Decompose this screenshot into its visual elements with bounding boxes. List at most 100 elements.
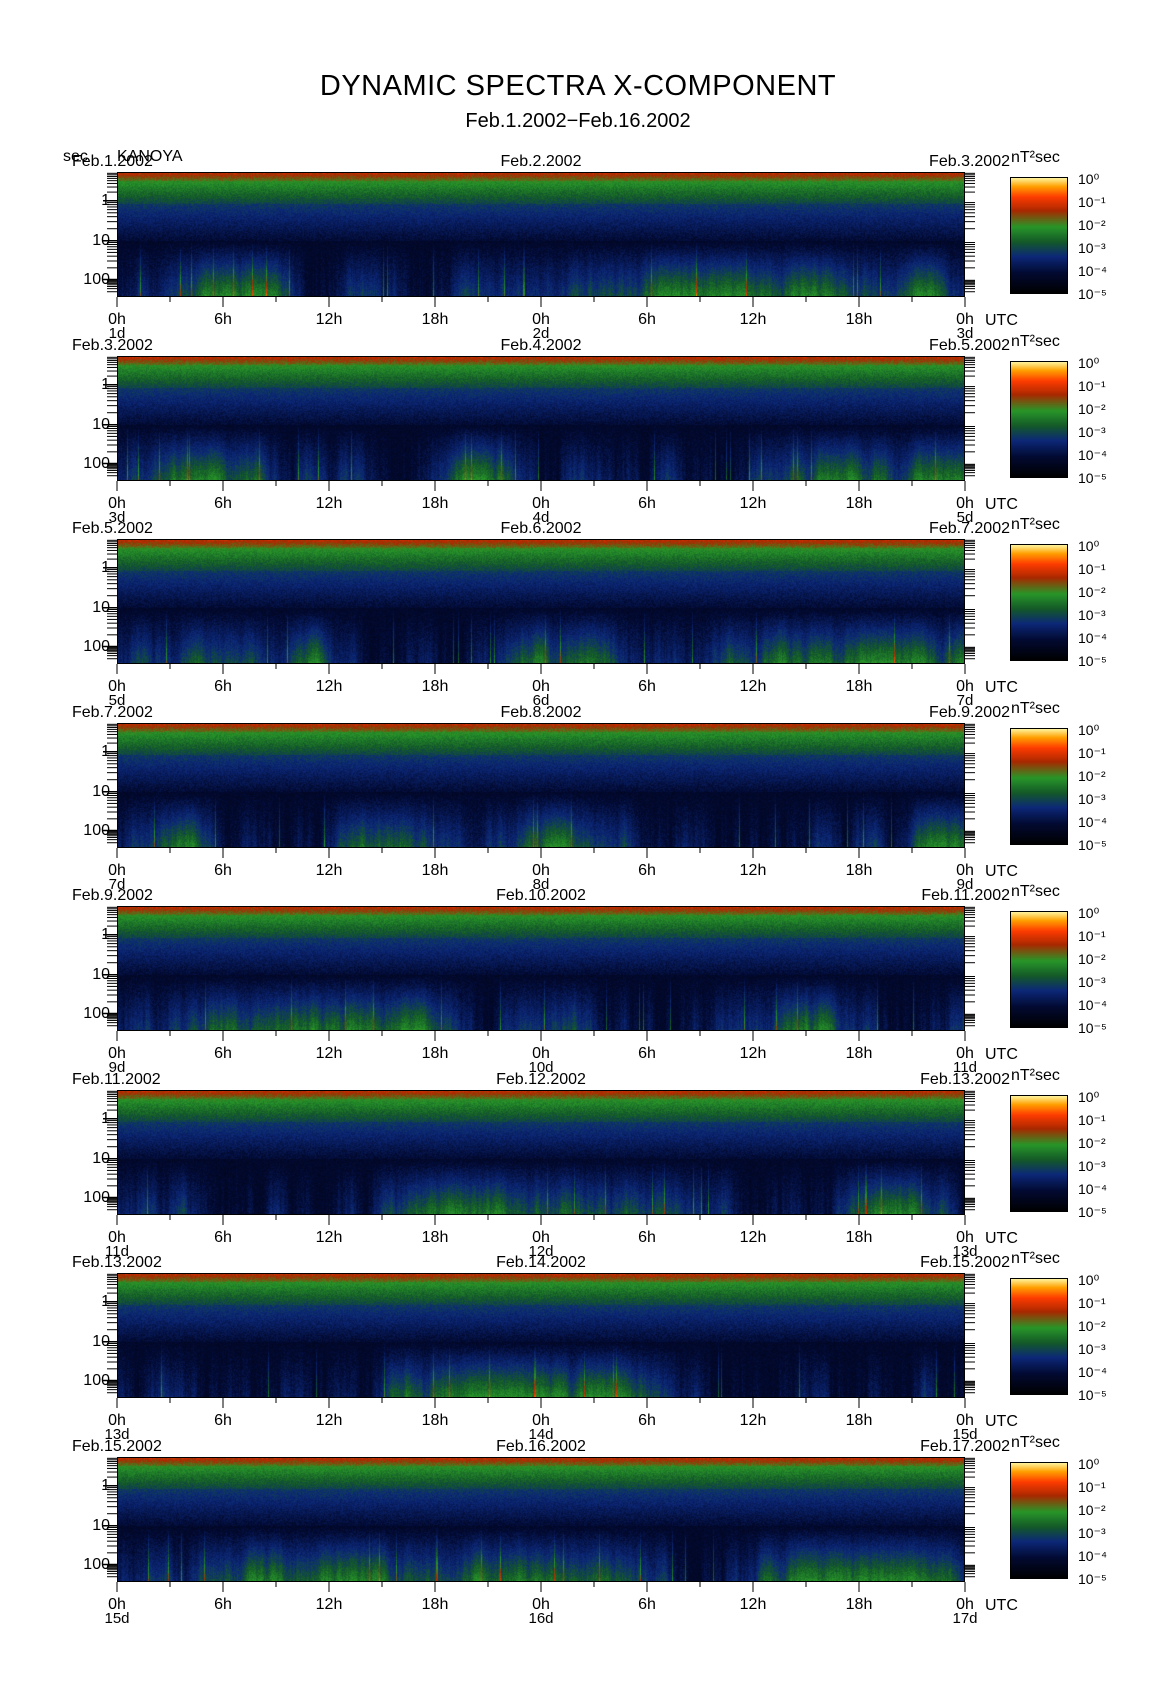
x-tick-label: 12h	[739, 495, 767, 512]
y-tick-label: 10	[92, 1516, 110, 1534]
y-tick-label: 1	[101, 1292, 110, 1310]
x-tick-label: 6h	[214, 678, 232, 695]
chart-title: DYNAMIC SPECTRA X-COMPONENT	[319, 70, 837, 102]
colorbar-tick-label: 10⁰	[1078, 905, 1100, 921]
x-tick-label: 12h	[315, 1229, 343, 1246]
colorbar-unit: nT²sec	[1011, 1250, 1060, 1267]
x-tick-label: 18h	[845, 1596, 873, 1613]
y-tick-label: 1	[101, 925, 110, 943]
x-tick-label: 6h	[638, 495, 656, 512]
x-tick-label: 6h	[638, 1412, 656, 1429]
spectrogram-plot	[117, 356, 965, 481]
y-tick-label: 1	[101, 191, 110, 209]
day-label: 11d	[105, 1243, 129, 1260]
x-tick-label: 18h	[845, 678, 873, 695]
x-tick-label: 18h	[421, 495, 449, 512]
day-label: 11d	[953, 1059, 977, 1076]
colorbar-gradient	[1011, 912, 1067, 1027]
x-tick-label: 0h	[532, 311, 550, 328]
panel-date-end: Feb.15.2002	[920, 1254, 1010, 1271]
day-label: 1d	[108, 325, 126, 342]
y-tick-label: 100	[83, 821, 110, 839]
day-label: 5d	[108, 692, 126, 709]
colorbar-tick-label: 10⁻³	[1078, 1525, 1106, 1541]
panel-date-end: Feb.5.2002	[929, 337, 1010, 354]
spectrogram-image	[118, 724, 964, 847]
spectrogram-image	[118, 1274, 964, 1397]
colorbar	[1010, 911, 1068, 1028]
day-label: 9d	[956, 876, 974, 893]
x-tick-label: 12h	[739, 678, 767, 695]
colorbar-tick-label: 10⁻²	[1078, 951, 1106, 967]
colorbar-tick-label: 10⁻²	[1078, 217, 1106, 233]
x-tick-label: 18h	[421, 1045, 449, 1062]
x-tick-label: 0h	[956, 1229, 974, 1246]
x-tick-label: 0h	[108, 311, 126, 328]
spectra-panel: Feb.15.2002 Feb.16.2002 Feb.17.2002 nT²sec 1…	[0, 1435, 1156, 1640]
colorbar-tick-label: 10⁻²	[1078, 401, 1106, 417]
panel-date-end: Feb.3.2002	[929, 153, 1010, 170]
x-tick-label: 6h	[214, 1596, 232, 1613]
colorbar-gradient	[1011, 729, 1067, 844]
spectrogram-plot	[117, 172, 965, 297]
panel-date-start: Feb.11.2002	[72, 1071, 161, 1088]
colorbar-tick-label: 10⁻⁵	[1078, 837, 1107, 853]
colorbar-tick-label: 10⁻¹	[1078, 194, 1106, 210]
x-tick-label: 6h	[214, 1229, 232, 1246]
colorbar-tick-label: 10⁻³	[1078, 1341, 1106, 1357]
x-unit-label: UTC	[985, 1597, 1018, 1614]
colorbar-tick-label: 10⁻¹	[1078, 745, 1106, 761]
spectrogram-image	[118, 357, 964, 480]
colorbar-tick-label: 10⁻³	[1078, 1158, 1106, 1174]
colorbar	[1010, 728, 1068, 845]
day-label: 12d	[528, 1243, 554, 1260]
y-tick-label: 100	[83, 1371, 110, 1389]
spectrogram-plot	[117, 1090, 965, 1215]
panel-date-middle: Feb.4.2002	[500, 337, 582, 354]
colorbar-unit: nT²sec	[1011, 149, 1060, 166]
x-tick-label: 0h	[108, 1596, 126, 1613]
colorbar-tick-label: 10⁻²	[1078, 1135, 1106, 1151]
panel-date-start: Feb.7.2002	[72, 704, 153, 721]
colorbar-unit: nT²sec	[1011, 883, 1060, 900]
day-label: 3d	[956, 325, 974, 342]
x-tick-label: 6h	[638, 1229, 656, 1246]
day-label: 4d	[532, 509, 550, 526]
panel-axes	[103, 1090, 975, 1225]
day-label: 8d	[532, 876, 550, 893]
colorbar-tick-label: 10⁻¹	[1078, 928, 1106, 944]
day-label: 15d	[952, 1426, 978, 1443]
day-label: 17d	[952, 1610, 978, 1627]
colorbar-tick-label: 10⁻⁵	[1078, 470, 1107, 486]
panel-date-start: Feb.9.2002	[72, 887, 153, 904]
colorbar	[1010, 361, 1068, 478]
colorbar-tick-label: 10⁰	[1078, 355, 1100, 371]
colorbar	[1010, 177, 1068, 294]
day-label: 7d	[956, 692, 974, 709]
panel-date-end: Feb.17.2002	[920, 1438, 1010, 1455]
x-unit-label: UTC	[985, 1413, 1018, 1430]
x-tick-label: 6h	[638, 1045, 656, 1062]
day-label: 10d	[528, 1059, 554, 1076]
x-unit-label: UTC	[985, 1230, 1018, 1247]
colorbar-tick-label: 10⁰	[1078, 1089, 1100, 1105]
y-tick-label: 100	[83, 1004, 110, 1022]
x-tick-label: 12h	[315, 495, 343, 512]
colorbar-tick-label: 10⁻⁵	[1078, 286, 1107, 302]
colorbar-tick-label: 10⁻¹	[1078, 561, 1106, 577]
colorbar-tick-label: 10⁻⁴	[1078, 1548, 1107, 1564]
panel-date-middle: Feb.6.2002	[500, 520, 582, 537]
x-tick-label: 18h	[845, 1412, 873, 1429]
x-tick-label: 18h	[421, 1229, 449, 1246]
colorbar-tick-label: 10⁻⁴	[1078, 263, 1107, 279]
spectrogram-image	[118, 173, 964, 296]
panel-date-middle: Feb.10.2002	[496, 887, 586, 904]
panel-axes	[103, 356, 975, 491]
panel-date-start: Feb.5.2002	[72, 520, 153, 537]
colorbar-tick-label: 10⁻⁵	[1078, 1020, 1107, 1036]
y-tick-label: 100	[83, 454, 110, 472]
x-tick-label: 6h	[214, 495, 232, 512]
spectra-panel: Feb.11.2002 Feb.12.2002 Feb.13.2002 nT²sec 1…	[0, 1068, 1156, 1273]
spectrogram-image	[118, 1091, 964, 1214]
colorbar-gradient	[1011, 545, 1067, 660]
